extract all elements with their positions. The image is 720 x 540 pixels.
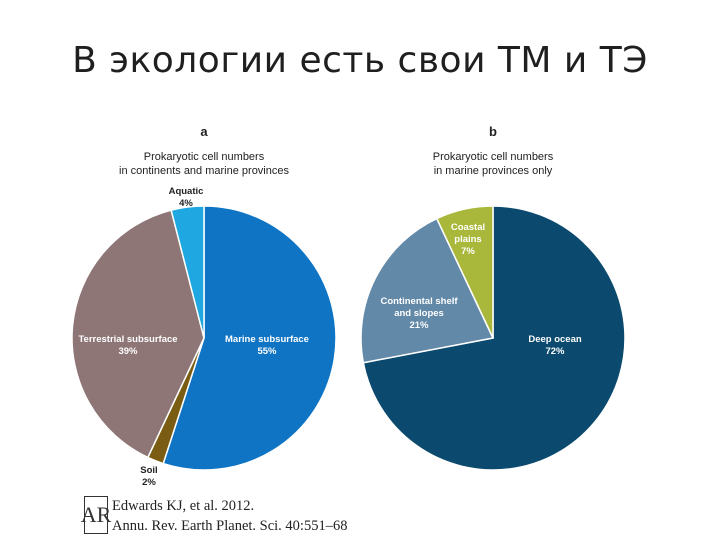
pie-slice-terrestrial-subsurface (71, 209, 205, 459)
annual-reviews-logo: AR (81, 496, 111, 534)
slice-label-deep-ocean: Deep ocean 72% (528, 334, 582, 357)
slice-label-coastal-plains: Coastal plains 7% (451, 222, 485, 257)
slice-label-marine-subsurface: Marine subsurface 55% (225, 334, 309, 357)
pie-slice-marine-subsurface (162, 205, 337, 471)
panel-label-a: a (200, 124, 208, 139)
chart-title-b: Prokaryotic cell numbers in marine provin… (433, 151, 554, 177)
slice-label-aquatic: Aquatic 4% (169, 186, 204, 209)
slice-label-soil: Soil 2% (140, 465, 157, 488)
citation-line-1: Edwards KJ, et al. 2012. (112, 498, 255, 514)
pie-slice-aquatic (170, 205, 205, 339)
citation-line-2: Annu. Rev. Earth Planet. Sci. 40:551–68 (112, 518, 348, 534)
pie-slice-continental-shelf-and-slopes (360, 217, 495, 364)
slide-title: В экологии есть свои ТМ и ТЭ (72, 40, 648, 81)
chart-title-a: Prokaryotic cell numbers in continents an… (119, 151, 289, 177)
pie-slice-deep-ocean (362, 205, 626, 471)
slice-label-continental-shelf-and-slopes: Continental shelf and slopes 21% (380, 296, 458, 331)
pie-slice-coastal-plains (435, 205, 494, 339)
slice-label-terrestrial-subsurface: Terrestrial subsurface 39% (78, 334, 177, 357)
citation: AR Edwards KJ, et al. 2012. Annu. Rev. E… (81, 496, 348, 536)
panel-label-b: b (489, 124, 497, 139)
